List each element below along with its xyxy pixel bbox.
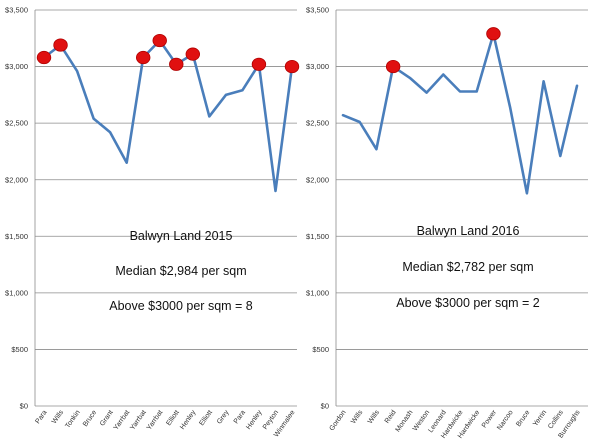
y-tick-label: $1,500 — [5, 232, 28, 241]
y-tick-label: $2,500 — [306, 119, 329, 128]
chart-2015: $0 $500 $1,000 $1,500 $2,000 $2,500 $3,000 $3,5… — [5, 6, 300, 439]
y-tick-label: $3,000 — [5, 62, 28, 71]
y-tick-label: $1,500 — [306, 232, 329, 241]
category-label: Elliott — [165, 409, 181, 427]
category-label: Para — [233, 409, 247, 425]
highlight-markers-2016 — [385, 27, 501, 74]
category-label: Yarrbat — [146, 409, 165, 431]
series-line-2016 — [341, 32, 579, 195]
y-tick-label: $3,000 — [306, 62, 329, 71]
category-label: Elliott — [198, 409, 214, 427]
annotation-count-2015: Above $3000 per sqm = 8 — [109, 299, 253, 313]
highlight-marker — [385, 59, 401, 74]
category-label: Yerrin — [532, 409, 548, 428]
y-tick-label: $2,500 — [5, 119, 28, 128]
category-label: Grant — [99, 409, 115, 427]
y-tick-label: $1,000 — [306, 288, 329, 297]
category-label: Grey — [216, 409, 231, 426]
annotations-2015: Balwyn Land 2015 Median $2,984 per sqm A… — [109, 229, 253, 313]
y-tick-label: $3,500 — [5, 6, 28, 15]
annotation-title-2016: Balwyn Land 2016 — [417, 224, 520, 238]
y-tick-label: $3,500 — [306, 6, 329, 15]
annotation-title-2015: Balwyn Land 2015 — [130, 229, 233, 243]
category-label: Para — [34, 409, 48, 425]
highlight-marker — [53, 38, 68, 52]
category-label: Henley — [179, 409, 198, 431]
category-label: Wills — [51, 409, 65, 426]
series-line-2015 — [42, 39, 294, 193]
category-label: Henley — [245, 409, 264, 431]
category-label: Reid — [384, 409, 398, 425]
y-tick-labels-2016: $0 $500 $1,000 $1,500 $2,000 $2,500 $3,000 $3,5… — [306, 6, 329, 411]
y-tick-label: $500 — [11, 345, 28, 354]
y-tick-label: $0 — [321, 402, 329, 411]
gridlines-2016 — [335, 9, 588, 407]
category-label: Power — [481, 409, 498, 430]
category-label: Gordon — [329, 409, 348, 432]
y-tick-label: $2,000 — [306, 175, 329, 184]
annotation-count-2016: Above $3000 per sqm = 2 — [396, 296, 540, 310]
category-label: Bruce — [82, 409, 98, 428]
annotation-median-2016: Median $2,782 per sqm — [402, 260, 533, 274]
highlight-marker — [169, 57, 184, 71]
highlight-marker — [486, 27, 501, 41]
category-label: Bruce — [515, 409, 531, 428]
category-label: Wills — [350, 409, 364, 426]
highlight-marker — [185, 47, 201, 61]
y-tick-label: $0 — [20, 402, 28, 411]
highlight-marker — [135, 50, 151, 65]
chart-2016: $0 $500 $1,000 $1,500 $2,000 $2,500 $3,000 $3,5… — [306, 6, 588, 440]
category-label: Monash — [394, 409, 414, 434]
y-tick-label: $1,000 — [5, 288, 28, 297]
highlight-markers-2015 — [36, 33, 300, 74]
series-line-2016 — [341, 32, 579, 195]
category-labels-2015: Para Wills Tonkin Bruce GrantYarrbatYarrbatY… — [34, 409, 296, 439]
annotation-median-2015: Median $2,984 per sqm — [115, 264, 246, 278]
category-label: Wills — [367, 409, 381, 426]
category-labels-2016: Gordon Wills Wills ReidMonashWestonLeonardH… — [329, 409, 582, 440]
y-tick-label: $500 — [312, 345, 329, 354]
highlight-marker — [36, 50, 52, 65]
y-tick-label: $2,000 — [5, 175, 28, 184]
category-label: Tonkin — [64, 409, 81, 430]
highlight-marker — [284, 59, 300, 74]
series-line-2015 — [42, 39, 294, 193]
highlight-marker — [251, 57, 267, 71]
gridlines-2015 — [34, 9, 297, 407]
highlight-marker — [152, 33, 167, 48]
category-label: Narcoo — [496, 409, 515, 432]
annotations-2016: Balwyn Land 2016 Median $2,782 per sqm A… — [396, 224, 540, 310]
y-tick-labels-2015: $0 $500 $1,000 $1,500 $2,000 $2,500 $3,000 $3,5… — [5, 6, 28, 411]
